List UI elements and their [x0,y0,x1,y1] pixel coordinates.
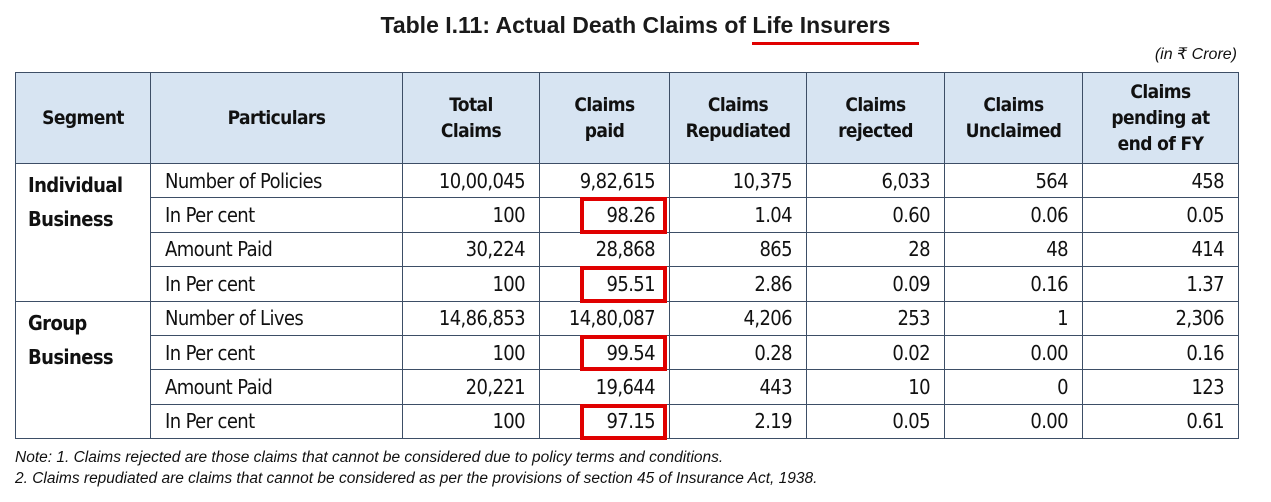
claims-repudiated-cell: 443 [669,369,807,405]
table-row: Group Business Number of Lives 14,86,853 … [15,301,1239,440]
segment-cell-individual: Individual Business [15,163,151,302]
claims-repudiated-cell: 10,375 [669,163,807,199]
claims-unclaimed-cell: 0.16 [944,266,1083,302]
claims-unclaimed-cell: 0.00 [944,335,1083,371]
claims-paid-cell-highlighted: 99.54 [539,334,670,372]
particulars-cell: Amount Paid [150,369,403,405]
header-claims-unclaimed: Claims Unclaimed [944,72,1083,164]
claims-pending-cell: 1.37 [1082,266,1239,302]
header-row: Segment Particulars Total Claims Claims pa… [15,72,1239,164]
claims-pending-cell: 0.16 [1082,335,1239,371]
claims-repudiated-cell: 0.28 [669,335,807,371]
header-total-claims: Total Claims [402,72,540,164]
claims-paid-cell: 14,80,087 [539,301,670,336]
claims-rejected-cell: 0.09 [806,266,945,302]
claims-repudiated-cell: 1.04 [669,197,807,233]
particulars-cell: In Per cent [150,266,403,302]
claims-rejected-cell: 0.02 [806,335,945,371]
unit-label: (in ₹ Crore) [1154,46,1237,63]
particulars-cell: Number of Policies [150,163,403,199]
claims-repudiated-cell: 2.19 [669,404,807,440]
claims-unclaimed-cell: 1 [944,301,1083,336]
claims-pending-cell: 123 [1082,369,1239,405]
header-segment: Segment [15,72,151,164]
claims-rejected-cell: 0.05 [806,404,945,440]
header-particulars: Particulars [150,72,403,164]
claims-rejected-cell: 0.60 [806,197,945,233]
claims-paid-cell: 9,82,615 [539,163,670,199]
header-claims-pending: Claims pending at end of FY [1082,72,1239,164]
claims-rejected-cell: 6,033 [806,163,945,199]
total-claims-cell: 100 [402,404,540,440]
claims-paid-cell-highlighted: 97.15 [539,403,670,441]
table-row: Amount Paid 30,224 28,868 865 28 48 414 [16,232,1239,268]
total-claims-cell: 100 [402,197,540,233]
claims-rejected-cell: 10 [806,369,945,405]
total-claims-cell: 100 [402,335,540,371]
claims-pending-cell: 458 [1082,163,1239,199]
title-underline-annotation [752,42,919,45]
note-1: Note: 1. Claims rejected are those claim… [15,449,724,466]
total-claims-cell: 20,221 [402,369,540,405]
table-notes: Note: 1. Claims rejected are those claim… [15,447,817,489]
claims-unclaimed-cell: 48 [944,232,1083,268]
claims-repudiated-cell: 2.86 [669,266,807,302]
claims-paid-cell: 28,868 [539,232,670,268]
claims-unclaimed-cell: 0 [944,369,1083,405]
table-row: Amount Paid 20,221 19,644 443 10 0 123 [16,369,1239,405]
total-claims-cell: 30,224 [402,232,540,268]
particulars-cell: Amount Paid [150,232,403,268]
claims-paid-cell-highlighted: 95.51 [539,266,670,303]
table-title: Table I.11: Actual Death Claims of Life … [380,12,891,38]
total-claims-cell: 14,86,853 [402,301,540,336]
claims-unclaimed-cell: 0.00 [944,404,1083,440]
claims-rejected-cell: 28 [806,232,945,268]
particulars-cell: Number of Lives [150,301,403,336]
particulars-cell: In Per cent [150,404,403,440]
particulars-cell: In Per cent [150,335,403,371]
segment-cell-group: Group Business [15,301,151,440]
table-row: In Per cent 100 99.54 0.28 0.02 0.00 0.1… [16,334,1239,372]
claims-unclaimed-cell: 0.06 [944,197,1083,233]
claims-rejected-cell: 253 [806,301,945,336]
table-row: In Per cent 100 97.15 2.19 0.05 0.00 0.6… [16,403,1239,441]
header-claims-paid: Claims paid [539,72,670,164]
table-row: Individual Business Number of Policies 10… [15,163,1239,302]
claims-repudiated-cell: 865 [669,232,807,268]
total-claims-cell: 100 [402,266,540,302]
note-2: 2. Claims repudiated are claims that can… [15,470,818,487]
claims-pending-cell: 0.61 [1082,404,1239,440]
particulars-cell: In Per cent [150,197,403,233]
claims-pending-cell: 0.05 [1082,197,1239,233]
header-claims-repudiated: Claims Repudiated [669,72,807,164]
header-claims-rejected: Claims rejected [806,72,945,164]
claims-paid-cell-highlighted: 98.26 [539,197,670,234]
claims-repudiated-cell: 4,206 [669,301,807,336]
claims-paid-cell: 19,644 [539,369,670,405]
claims-pending-cell: 414 [1082,232,1239,268]
claims-unclaimed-cell: 564 [944,163,1083,199]
table-row: In Per cent 100 98.26 1.04 0.60 0.06 0.0… [16,197,1239,234]
total-claims-cell: 10,00,045 [402,163,540,199]
claims-table: Segment Particulars Total Claims Claims pa… [15,72,1239,441]
table-row: In Per cent 100 95.51 2.86 0.09 0.16 1.3… [16,266,1239,303]
claims-pending-cell: 2,306 [1082,301,1239,336]
